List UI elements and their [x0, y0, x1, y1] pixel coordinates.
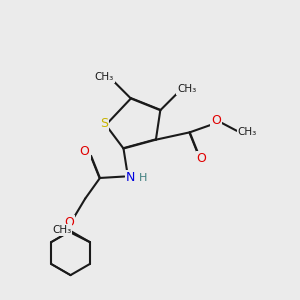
Text: O: O	[211, 114, 221, 127]
Text: O: O	[64, 216, 74, 229]
Text: CH₃: CH₃	[238, 127, 257, 137]
Text: CH₃: CH₃	[95, 72, 114, 82]
Text: CH₃: CH₃	[52, 225, 71, 235]
Text: O: O	[196, 152, 206, 165]
Text: O: O	[80, 145, 90, 158]
Text: S: S	[100, 117, 108, 130]
Text: H: H	[139, 173, 147, 183]
Text: N: N	[126, 172, 136, 184]
Text: CH₃: CH₃	[177, 84, 196, 94]
